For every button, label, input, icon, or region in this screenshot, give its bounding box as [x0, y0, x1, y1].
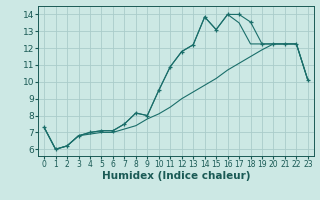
X-axis label: Humidex (Indice chaleur): Humidex (Indice chaleur)	[102, 171, 250, 181]
